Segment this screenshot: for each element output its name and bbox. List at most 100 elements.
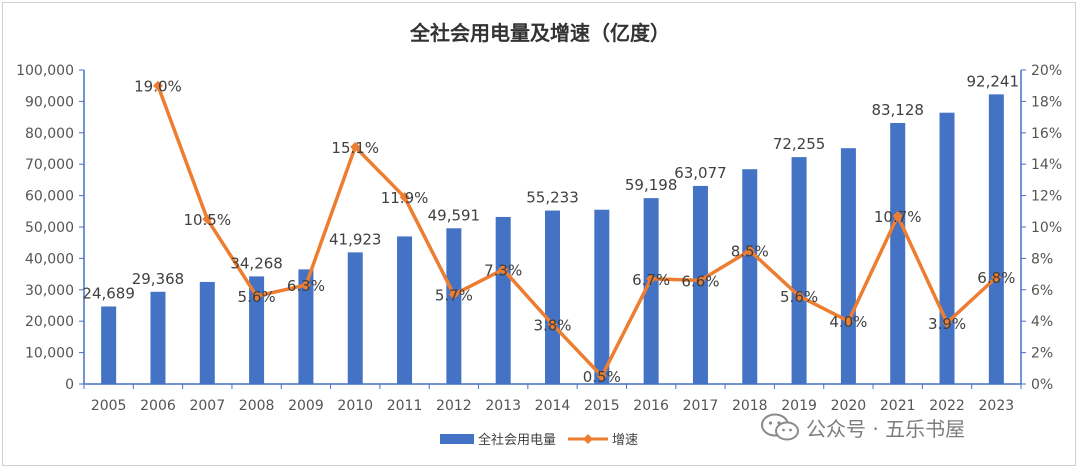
right-tick-label: 0% — [1031, 377, 1053, 393]
x-tick-label: 2005 — [91, 398, 127, 414]
right-tick-label: 6% — [1031, 283, 1053, 299]
bar-data-label: 24,689 — [82, 284, 135, 302]
x-tick-label: 2020 — [831, 398, 867, 414]
line-data-label: 6.6% — [681, 272, 719, 290]
x-tick-label: 2012 — [436, 398, 472, 414]
x-tick-label: 2022 — [929, 398, 965, 414]
x-tick-label: 2015 — [584, 398, 620, 414]
bar-data-label: 41,923 — [329, 230, 382, 248]
x-tick-label: 2016 — [633, 398, 669, 414]
x-tick-label: 2014 — [535, 398, 571, 414]
line-point — [744, 245, 755, 256]
chart-title: 全社会用电量及增速（亿度） — [409, 21, 670, 45]
x-tick-label: 2007 — [189, 398, 225, 414]
line-data-label: 3.9% — [928, 315, 966, 333]
bar-data-label: 92,241 — [967, 72, 1020, 90]
bar — [594, 209, 610, 384]
line-data-label: 0.5% — [583, 368, 621, 386]
right-tick-label: 20% — [1031, 63, 1062, 79]
line-point — [399, 192, 410, 203]
bar — [347, 252, 363, 384]
line-point — [843, 316, 854, 327]
line-data-label: 6.8% — [977, 269, 1015, 287]
right-tick-label: 10% — [1031, 220, 1062, 236]
bar — [101, 306, 117, 384]
x-tick-label: 2017 — [683, 398, 719, 414]
bar-data-label: 83,128 — [871, 101, 924, 119]
bar — [643, 198, 659, 384]
line-point — [300, 280, 311, 291]
line-point — [498, 264, 509, 275]
bar-data-label: 34,268 — [230, 254, 283, 272]
bar — [150, 291, 166, 384]
x-tick-label: 2018 — [732, 398, 768, 414]
line-data-label: 7.3% — [484, 261, 522, 279]
line-data-label: 5.6% — [780, 288, 818, 306]
right-tick-label: 12% — [1031, 189, 1062, 205]
line-point — [646, 273, 657, 284]
left-tick-label: 30,000 — [25, 283, 74, 299]
line-data-label: 6.3% — [287, 277, 325, 295]
x-tick-label: 2010 — [337, 398, 373, 414]
right-tick-label: 8% — [1031, 251, 1053, 267]
line-point — [152, 80, 163, 91]
right-tick-label: 16% — [1031, 126, 1062, 142]
bar — [988, 94, 1004, 385]
bar — [495, 216, 511, 384]
line-point — [596, 371, 607, 382]
legend-label-line: 增速 — [612, 433, 638, 448]
left-tick-label: 70,000 — [25, 157, 74, 173]
line-point — [991, 272, 1002, 283]
x-tick-label: 2023 — [979, 398, 1015, 414]
left-tick-label: 40,000 — [25, 251, 74, 267]
x-tick-label: 2019 — [781, 398, 817, 414]
bar — [742, 169, 758, 384]
bar-data-label: 59,198 — [625, 176, 678, 194]
left-tick-label: 90,000 — [25, 94, 74, 110]
left-tick-label: 20,000 — [25, 314, 74, 330]
line-point — [695, 275, 706, 286]
legend-swatch-bar — [440, 434, 474, 444]
legend-label-bar: 全社会用电量 — [478, 432, 556, 448]
watermark: 公众号 · 五乐书屋 — [760, 412, 965, 442]
bar — [890, 122, 906, 384]
left-tick-label: 10,000 — [25, 346, 74, 362]
left-tick-label: 50,000 — [25, 220, 74, 236]
line-data-label: 6.7% — [632, 271, 670, 289]
line-data-label: 5.7% — [435, 287, 473, 305]
line-data-label: 8.5% — [731, 243, 769, 261]
line-data-label: 10.5% — [183, 211, 231, 229]
line-point — [448, 289, 459, 300]
line-point — [251, 291, 262, 302]
line-data-label: 3.8% — [533, 316, 571, 334]
line-data-label: 11.9% — [381, 189, 429, 207]
left-tick-label: 100,000 — [16, 63, 74, 79]
bar-data-label: 72,255 — [773, 135, 826, 153]
bar — [397, 236, 413, 384]
right-tick-label: 14% — [1031, 157, 1062, 173]
bar — [939, 112, 955, 384]
wechat-icon — [761, 413, 799, 441]
x-tick-label: 2008 — [239, 398, 275, 414]
bar — [446, 228, 462, 384]
line-data-label: 19.0% — [134, 78, 182, 96]
legend-swatch-marker — [583, 434, 593, 444]
bar — [249, 276, 265, 384]
line-data-label: 15.1% — [331, 139, 379, 157]
watermark-text: 公众号 · 五乐书屋 — [806, 416, 966, 441]
bar-data-label: 49,591 — [428, 206, 481, 224]
line-point — [942, 317, 953, 328]
line-point — [892, 211, 903, 222]
right-tick-label: 2% — [1031, 346, 1053, 362]
bar-data-label: 55,233 — [526, 189, 579, 207]
left-tick-label: 60,000 — [25, 189, 74, 205]
line-point — [202, 214, 213, 225]
bar — [298, 269, 314, 384]
line-data-label: 4.0% — [829, 313, 867, 331]
right-tick-label: 4% — [1031, 314, 1053, 330]
x-tick-label: 2021 — [880, 398, 916, 414]
x-tick-label: 2006 — [140, 398, 176, 414]
line-point — [547, 319, 558, 330]
